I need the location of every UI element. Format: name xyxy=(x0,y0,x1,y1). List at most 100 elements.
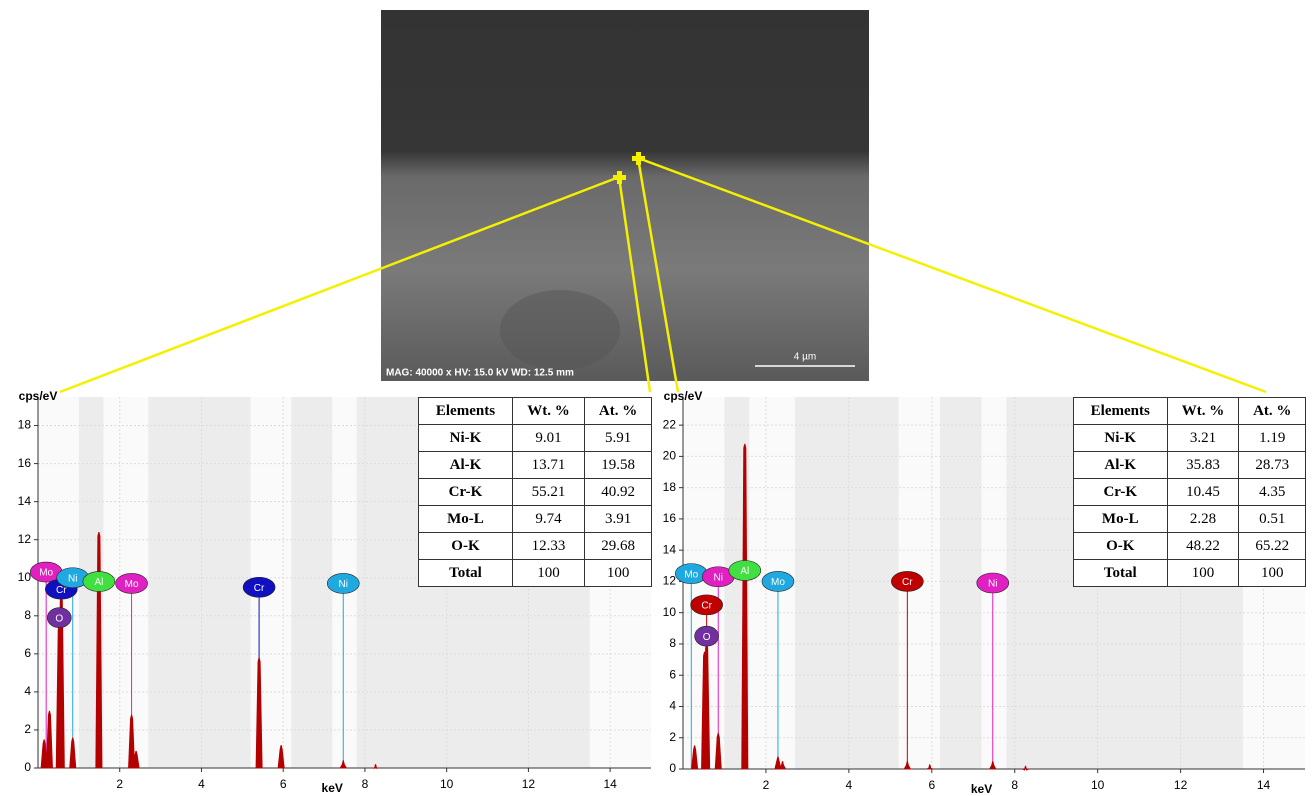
table-cell: 100 xyxy=(1167,560,1239,587)
y-tick-label: 14 xyxy=(663,542,677,556)
table-cell: Wt. % xyxy=(512,398,584,425)
table-cell: 28.73 xyxy=(1239,452,1306,479)
x-tick-label: 2 xyxy=(763,778,770,792)
table-cell: Cr-K xyxy=(1074,479,1168,506)
table-cell: O-K xyxy=(419,533,513,560)
table-cell: 100 xyxy=(512,560,584,587)
region-band xyxy=(148,397,250,768)
table-cell: Elements xyxy=(419,398,513,425)
sem-image xyxy=(381,10,869,381)
table-cell: 10.45 xyxy=(1167,479,1239,506)
sem-feature xyxy=(500,290,620,370)
table-cell: 0.51 xyxy=(1239,506,1306,533)
x-tick-label: 14 xyxy=(603,777,617,791)
element-label: O xyxy=(55,613,63,624)
page: MAG: 40000 x HV: 15.0 kV WD: 12.5 mm 4 µ… xyxy=(0,0,1314,796)
table-cell: Elements xyxy=(1074,398,1168,425)
x-tick-label: 2 xyxy=(116,777,123,791)
y-tick-label: 2 xyxy=(24,722,31,736)
table-cell: At. % xyxy=(1239,398,1306,425)
y-tick-label: 4 xyxy=(669,699,676,713)
table-cell: 3.21 xyxy=(1167,425,1239,452)
table-cell: 1.19 xyxy=(1239,425,1306,452)
scale-label: 4 µm xyxy=(794,352,816,363)
table-cell: Cr-K xyxy=(419,479,513,506)
y-tick-label: 4 xyxy=(24,684,31,698)
x-tick-label: 14 xyxy=(1257,778,1271,792)
table-cell: Ni-K xyxy=(419,425,513,452)
x-tick-label: 12 xyxy=(522,777,536,791)
table-cell: O-K xyxy=(1074,533,1168,560)
x-axis-label: keV xyxy=(971,782,992,796)
element-label: Mo xyxy=(125,579,139,590)
y-tick-label: 18 xyxy=(18,418,32,432)
table-cell: 9.01 xyxy=(512,425,584,452)
element-label: Ni xyxy=(68,573,77,584)
element-label: Cr xyxy=(701,601,712,612)
y-tick-label: 0 xyxy=(669,761,676,775)
table-cell: Al-K xyxy=(1074,452,1168,479)
table-cell: Mo-L xyxy=(1074,506,1168,533)
x-tick-label: 8 xyxy=(362,777,369,791)
table-cell: 3.91 xyxy=(585,506,652,533)
table-cell: 13.71 xyxy=(512,452,584,479)
y-tick-label: 10 xyxy=(18,570,32,584)
table-cell: Al-K xyxy=(419,452,513,479)
x-tick-label: 4 xyxy=(198,777,205,791)
y-tick-label: 16 xyxy=(18,456,32,470)
element-label: Cr xyxy=(902,577,913,588)
table-cell: 48.22 xyxy=(1167,533,1239,560)
y-tick-label: 10 xyxy=(663,605,677,619)
x-tick-label: 8 xyxy=(1011,778,1018,792)
element-label: O xyxy=(703,632,711,643)
table-cell: 12.33 xyxy=(512,533,584,560)
y-tick-label: 8 xyxy=(669,636,676,650)
y-tick-label: 16 xyxy=(663,511,677,525)
table-cell: 40.92 xyxy=(585,479,652,506)
table-cell: Mo-L xyxy=(419,506,513,533)
y-tick-label: 20 xyxy=(663,449,677,463)
region-band xyxy=(940,397,981,769)
y-tick-label: 0 xyxy=(24,760,31,774)
y-axis-label: cps/eV xyxy=(19,389,58,403)
table-cell: 100 xyxy=(585,560,652,587)
y-tick-label: 18 xyxy=(663,480,677,494)
region-band xyxy=(795,397,899,769)
table-cell: 9.74 xyxy=(512,506,584,533)
x-tick-label: 6 xyxy=(928,778,935,792)
table-cell: 2.28 xyxy=(1167,506,1239,533)
element-label: Ni xyxy=(714,572,723,583)
table-row: Mo-L9.743.91 xyxy=(419,506,652,533)
y-tick-label: 12 xyxy=(18,532,32,546)
sem-caption: MAG: 40000 x HV: 15.0 kV WD: 12.5 mm xyxy=(386,368,574,379)
y-tick-label: 12 xyxy=(663,574,677,588)
table-cell: 35.83 xyxy=(1167,452,1239,479)
y-axis-label: cps/eV xyxy=(664,389,703,403)
x-tick-label: 12 xyxy=(1174,778,1188,792)
y-tick-label: 2 xyxy=(669,730,676,744)
element-label: Mo xyxy=(771,577,785,588)
table-cell: Wt. % xyxy=(1167,398,1239,425)
y-tick-label: 6 xyxy=(669,667,676,681)
x-tick-label: 10 xyxy=(1091,778,1105,792)
table-cell: 55.21 xyxy=(512,479,584,506)
y-tick-label: 14 xyxy=(18,494,32,508)
table-cell: 19.58 xyxy=(585,452,652,479)
y-tick-label: 8 xyxy=(24,608,31,622)
table-cell: Total xyxy=(1074,560,1168,587)
element-label: Ni xyxy=(339,579,348,590)
table-cell: Ni-K xyxy=(1074,425,1168,452)
table-row: Al-K13.7119.58 xyxy=(419,452,652,479)
composition-table: ElementsWt. %At. %Ni-K9.015.91Al-K13.711… xyxy=(418,397,652,587)
element-label: Al xyxy=(94,577,103,588)
x-tick-label: 4 xyxy=(846,778,853,792)
